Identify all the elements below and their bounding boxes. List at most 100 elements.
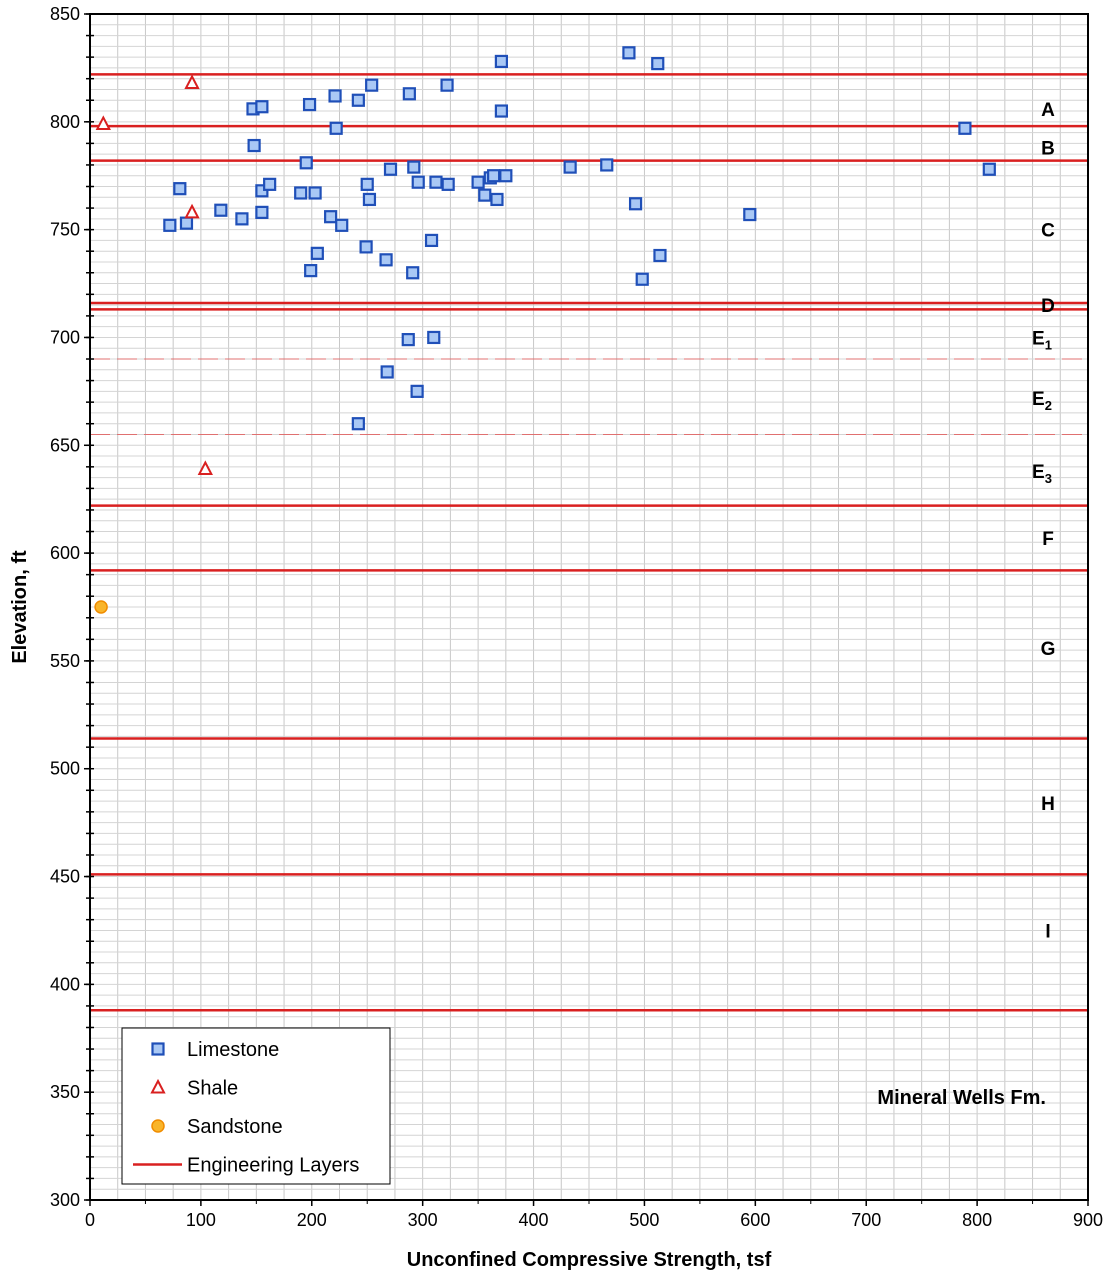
y-tick-label: 300: [50, 1190, 80, 1210]
limestone-point: [499, 169, 513, 183]
limestone-point: [628, 197, 643, 211]
limestone-point: [329, 121, 343, 135]
limestone-point: [365, 78, 379, 92]
limestone-point: [440, 78, 454, 92]
limestone-point: [163, 218, 177, 232]
limestone-point: [304, 264, 318, 278]
layer-label-d: D: [1041, 296, 1055, 317]
grid: [89, 13, 1089, 1201]
x-tick-label: 300: [408, 1210, 438, 1230]
limestone-point: [429, 175, 443, 189]
shale-point: [197, 460, 213, 475]
legend-label: Limestone: [187, 1039, 279, 1061]
limestone-point: [383, 162, 398, 176]
limestone-point: [411, 175, 425, 189]
limestone-point: [651, 56, 665, 71]
limestone-point: [362, 192, 377, 207]
limestone-point: [982, 162, 996, 176]
axes: 0 100 200 300 400 500 600 700 800 900 300 350 400 450…: [50, 4, 1103, 1230]
layer-label-e1: E1: [1032, 328, 1052, 352]
x-axis-title: Unconfined Compressive Strength, tsf: [407, 1249, 772, 1271]
limestone-point: [494, 54, 508, 69]
limestone-point: [622, 46, 636, 60]
limestone-point: [173, 182, 187, 196]
limestone-point: [380, 365, 394, 379]
layer-label-i: I: [1045, 921, 1050, 942]
limestone-point: [328, 89, 342, 103]
shale-point: [95, 115, 111, 130]
limestone-point: [958, 121, 972, 135]
shale-point: [184, 74, 200, 90]
limestone-point: [410, 384, 424, 398]
y-tick-label: 450: [50, 867, 80, 887]
limestone-point: [351, 93, 365, 107]
y-tick-label: 750: [50, 220, 80, 240]
y-tick-label: 800: [50, 112, 80, 132]
data-points: [94, 46, 996, 614]
limestone-point: [600, 158, 614, 172]
layer-labels: AB C D E1 E2 E3 F G H I: [1032, 100, 1055, 943]
limestone-point: [235, 212, 249, 226]
y-tick-label: 600: [50, 543, 80, 563]
layer-label-e2: E2: [1032, 389, 1052, 413]
limestone-point: [324, 210, 338, 224]
y-tick-label: 850: [50, 4, 80, 24]
limestone-point: [359, 240, 373, 254]
legend-box: [121, 1027, 391, 1185]
x-tick-label: 0: [85, 1210, 95, 1230]
layer-label-c: C: [1041, 221, 1055, 242]
y-tick-label: 400: [50, 974, 80, 994]
legend-swatch-limestone: [151, 1042, 165, 1056]
limestone-point: [308, 186, 322, 200]
layer-label-f: F: [1042, 529, 1054, 550]
limestone-point: [299, 156, 313, 170]
limestone-point: [441, 177, 455, 191]
shale-point: [184, 203, 200, 219]
limestone-point: [255, 205, 269, 219]
formation-annotation: Mineral Wells Fm.: [877, 1087, 1046, 1109]
layer-label-e3: E3: [1032, 462, 1052, 486]
x-tick-label: 700: [851, 1210, 881, 1230]
x-tick-label: 900: [1073, 1210, 1103, 1230]
limestone-point: [427, 330, 441, 345]
limestone-point: [360, 177, 374, 191]
limestone-point: [247, 138, 261, 153]
x-tick-label: 800: [962, 1210, 992, 1230]
y-axis-title: Elevation, ft: [9, 550, 31, 664]
legend-swatch-shale: [150, 1078, 166, 1094]
x-tick-label: 100: [186, 1210, 216, 1230]
limestone-point: [351, 417, 365, 431]
limestone-point: [424, 233, 439, 248]
limestone-point: [335, 218, 349, 232]
limestone-point: [379, 253, 393, 267]
limestone-point: [402, 87, 416, 101]
limestone-point: [563, 160, 577, 174]
limestone-point: [653, 248, 667, 263]
y-tick-label: 500: [50, 759, 80, 779]
legend: Limestone Shale Sandstone Engineering Layer…: [121, 1027, 391, 1185]
legend-label: Shale: [187, 1078, 238, 1100]
layer-label-g: G: [1041, 639, 1056, 660]
legend-label: Sandstone: [187, 1116, 283, 1138]
limestone-point: [263, 177, 277, 191]
limestone-point: [401, 333, 415, 347]
x-tick-label: 500: [629, 1210, 659, 1230]
limestone-point: [302, 97, 317, 112]
limestone-point: [407, 160, 421, 174]
layer-label-b: B: [1041, 139, 1055, 160]
limestone-point: [406, 266, 420, 280]
layer-label-a: A: [1041, 100, 1055, 121]
x-tick-label: 200: [297, 1210, 327, 1230]
x-tick-label: 400: [519, 1210, 549, 1230]
legend-swatch-sandstone: [151, 1119, 165, 1133]
limestone-point: [310, 246, 324, 260]
y-tick-label: 700: [50, 327, 80, 347]
legend-label: Engineering Layers: [187, 1155, 359, 1177]
engineering-layer-boundaries: [90, 73, 1088, 1012]
limestone-point: [179, 216, 194, 230]
limestone-point: [214, 203, 228, 217]
limestone-point: [743, 207, 757, 222]
limestone-point: [494, 104, 508, 118]
limestone-point: [635, 272, 649, 286]
